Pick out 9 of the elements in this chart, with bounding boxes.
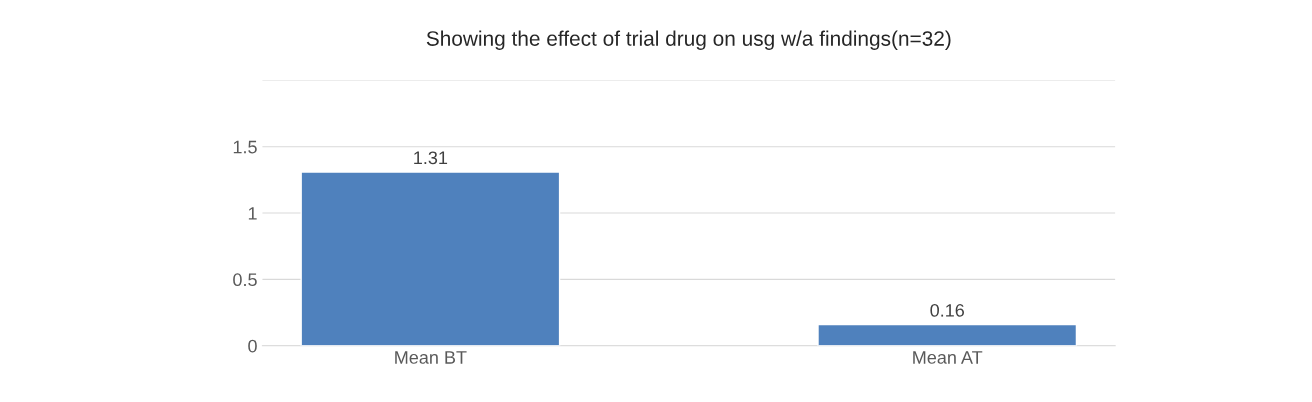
y-tick-label: 0	[248, 339, 257, 353]
chart-title: Showing the effect of trial drug on usg w/a findings(n=32)	[426, 30, 951, 50]
y-tick-label: 1.5	[233, 140, 257, 154]
x-tick-label: Mean BT	[395, 351, 467, 364]
x-tick-label: Mean AT	[913, 351, 983, 364]
y-tick-label: 0.5	[233, 273, 257, 287]
data-label: 0.16	[930, 303, 964, 317]
data-label: 1.31	[414, 151, 448, 165]
y-tick-label: 1	[248, 207, 257, 220]
